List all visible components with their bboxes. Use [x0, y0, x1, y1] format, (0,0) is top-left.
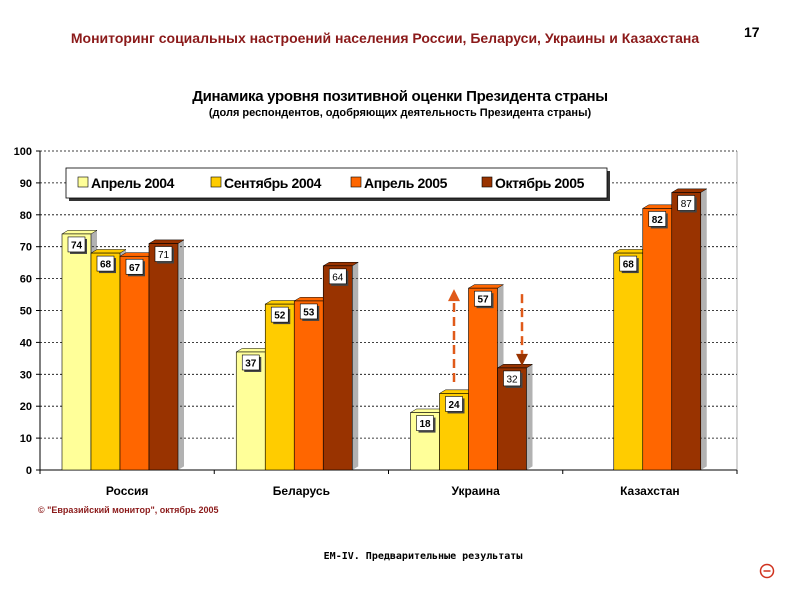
legend-label: Апрель 2005 — [364, 175, 448, 191]
footer-text: ЕМ-IV. Предварительные результаты — [323, 551, 523, 562]
y-tick-label: 60 — [20, 274, 32, 286]
data-label-box — [416, 415, 434, 431]
down-arrowhead — [516, 353, 528, 366]
data-label-box — [96, 255, 115, 272]
data-label: 67 — [129, 263, 141, 274]
y-tick-label: 90 — [20, 178, 32, 190]
data-label-box — [328, 268, 347, 285]
y-tick-label: 100 — [14, 146, 32, 158]
chart-subtitle: (доля респондентов, одобряющих деятельно… — [208, 107, 592, 119]
data-label-box — [445, 396, 463, 412]
bar-side — [178, 239, 184, 470]
category-label: Россия — [106, 484, 149, 498]
y-tick-label: 0 — [26, 465, 32, 477]
data-label-box — [270, 306, 289, 323]
bar — [119, 255, 150, 471]
legend-label: Апрель 2004 — [91, 175, 175, 191]
legend-swatch — [350, 176, 362, 188]
data-label: 57 — [477, 295, 489, 306]
y-tick-label: 40 — [20, 337, 32, 349]
up-arrowhead — [448, 289, 460, 302]
legend-swatch — [210, 176, 222, 188]
data-label: 32 — [506, 374, 518, 385]
bar-top — [90, 249, 127, 254]
bar-top — [670, 188, 708, 193]
bar-side — [352, 262, 359, 470]
data-label: 24 — [448, 400, 460, 411]
data-label: 64 — [332, 272, 344, 283]
bar-side — [526, 364, 533, 470]
data-label: 53 — [303, 307, 315, 318]
data-label-box — [648, 211, 667, 227]
data-label: 68 — [100, 260, 112, 271]
y-tick-label: 70 — [20, 242, 32, 254]
legend — [65, 167, 608, 199]
bar — [264, 303, 295, 471]
legend-label: Октябрь 2005 — [495, 175, 585, 191]
category-label: Казахстан — [620, 484, 680, 498]
bar-top — [61, 230, 98, 235]
y-tick-label: 20 — [20, 401, 32, 413]
copyright-note: © "Евразийский монитор", октябрь 2005 — [38, 505, 219, 515]
circle-minus-icon[interactable] — [759, 563, 775, 579]
data-label-box — [241, 354, 260, 371]
y-tick-label: 30 — [20, 369, 32, 381]
data-label-box — [299, 303, 318, 320]
bar — [90, 252, 121, 471]
bar — [671, 192, 702, 471]
data-label-box — [619, 255, 638, 272]
y-tick-label: 80 — [20, 210, 32, 222]
data-label: 37 — [245, 358, 257, 369]
data-label-box — [677, 195, 696, 211]
chart-title: Динамика уровня позитивной оценки Презид… — [192, 88, 608, 105]
legend-swatch — [77, 176, 89, 188]
bar-top — [467, 284, 505, 289]
data-label-box — [503, 370, 521, 387]
category-label: Украина — [451, 484, 500, 498]
bar-side — [700, 188, 707, 470]
data-label: 74 — [71, 240, 83, 251]
bar — [468, 287, 498, 471]
legend-label: Сентябрь 2004 — [224, 175, 322, 191]
bar-top — [322, 261, 360, 267]
y-tick-label: 10 — [20, 433, 32, 445]
bar — [293, 300, 324, 471]
bar — [61, 233, 92, 471]
data-label-box — [67, 236, 86, 253]
bar — [322, 265, 353, 471]
data-label: 68 — [623, 260, 635, 271]
y-tick-label: 50 — [20, 306, 32, 318]
category-label: Беларусь — [273, 484, 330, 498]
data-label-box — [125, 258, 144, 275]
bar — [148, 243, 179, 471]
header-title: Мониторинг социальных настроений населен… — [70, 30, 700, 46]
bar-top — [496, 364, 534, 369]
bar — [613, 252, 644, 471]
data-label: 71 — [158, 250, 170, 261]
data-label: 18 — [419, 419, 431, 430]
data-label: 52 — [274, 311, 286, 322]
bar-top — [148, 239, 185, 244]
page-number: 17 — [744, 24, 760, 40]
data-label: 82 — [652, 215, 664, 226]
bar — [642, 208, 673, 471]
data-label-box — [154, 246, 173, 262]
data-label-box — [474, 290, 492, 307]
legend-swatch — [481, 176, 493, 188]
data-label: 87 — [681, 199, 693, 210]
